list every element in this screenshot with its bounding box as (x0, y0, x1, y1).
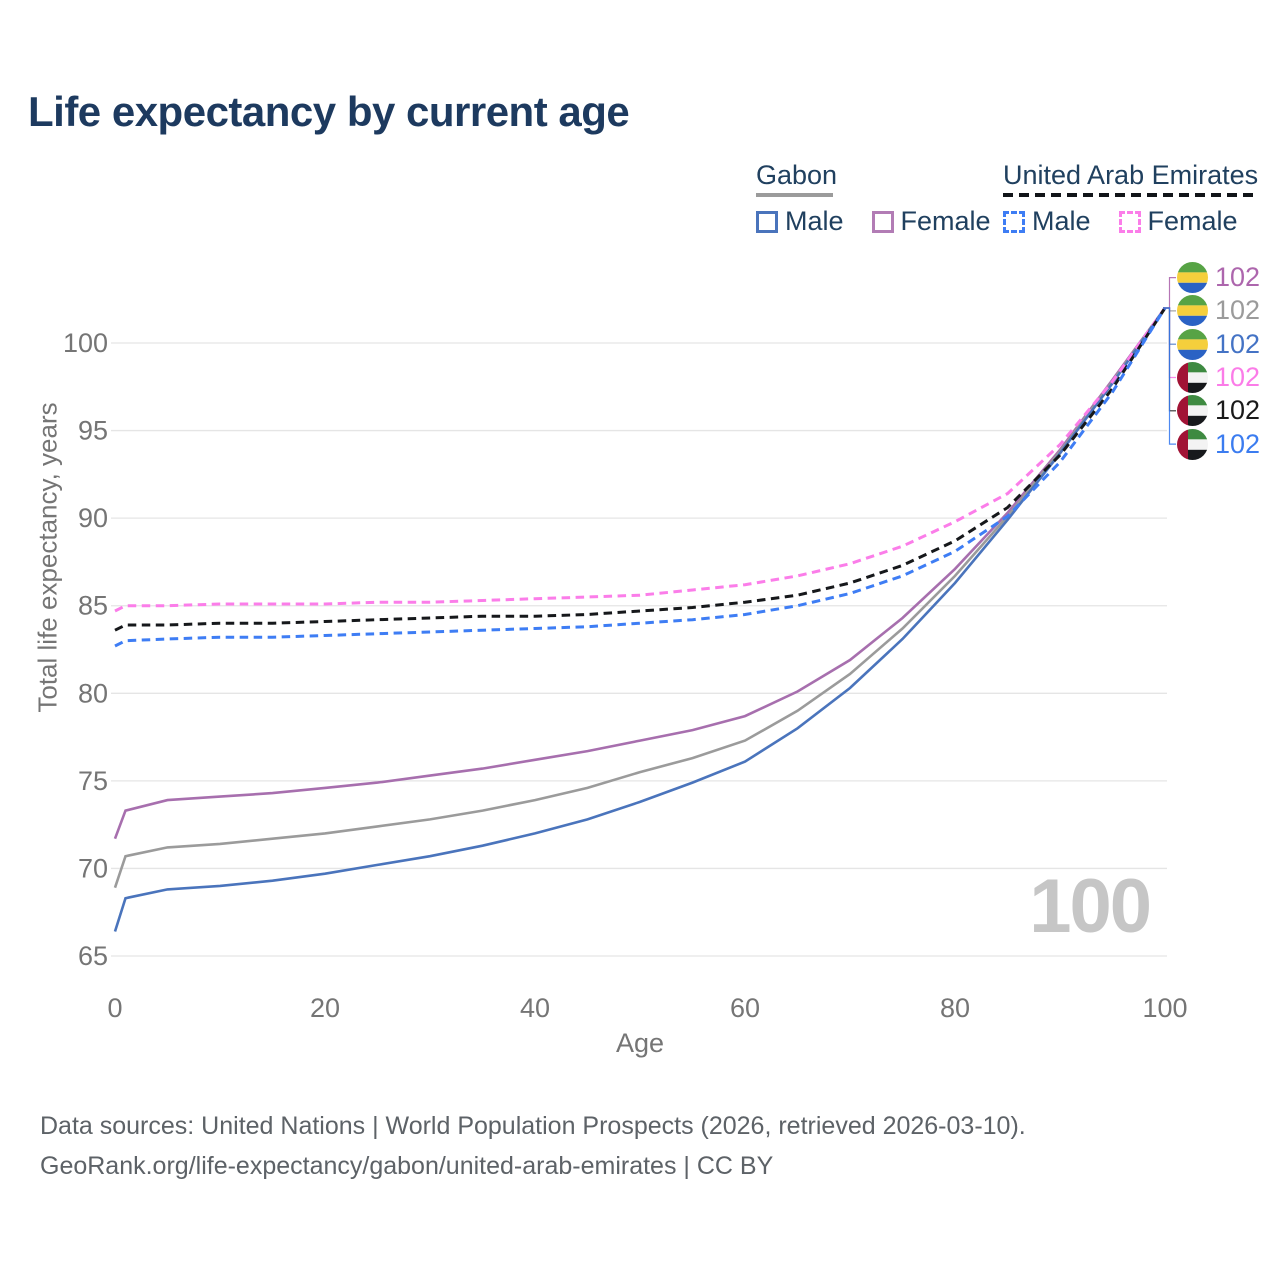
uae-flag-icon (1177, 362, 1208, 394)
series-line-gabon-total[interactable] (113, 307, 1167, 889)
x-tick-label-20: 20 (310, 993, 340, 1023)
end-label-value-gabon-total: 102 (1215, 295, 1261, 326)
x-axis-title: Age (615, 1028, 665, 1058)
x-tick-label-80: 80 (940, 993, 970, 1023)
x-tick-label-40: 40 (520, 993, 550, 1023)
legend-underline-uae (1003, 193, 1253, 197)
series-line-uae-total[interactable] (114, 307, 1167, 632)
footer-attribution: GeoRank.org/life-expectancy/gabon/united… (40, 1152, 774, 1180)
legend-underline-gabon (756, 193, 833, 197)
gabon-flag-icon (1177, 262, 1208, 294)
end-label-gabon-male[interactable]: 102 (1177, 328, 1260, 361)
footer-data-sources: Data sources: United Nations | World Pop… (40, 1112, 1026, 1140)
y-tick-label-90: 90 (78, 503, 108, 533)
series-line-gabon-male[interactable] (113, 307, 1167, 932)
legend-label-gabon-female: Female (900, 206, 991, 236)
legend-item-uae-female[interactable]: Female (1118, 206, 1238, 237)
legend-item-uae-male[interactable]: Male (1003, 206, 1091, 237)
legend-swatch-uae-male-icon (1003, 210, 1025, 233)
series-line-gabon-female[interactable] (113, 307, 1167, 840)
chart-title: Life expectancy by current age (28, 88, 630, 135)
series-line-uae-male[interactable] (114, 307, 1167, 648)
end-label-connector-uae-male (1163, 307, 1176, 445)
series-line-uae-female[interactable] (114, 307, 1167, 613)
legend-title-gabon: Gabon (756, 160, 838, 190)
series-end-labels: 102 102 102 102 102 102 (1177, 261, 1260, 461)
y-tick-label-70: 70 (78, 853, 108, 883)
y-axis-title: Total life expectancy, years (32, 402, 63, 713)
end-label-value-uae-total: 102 (1215, 395, 1261, 426)
legend-item-gabon-male[interactable]: Male (756, 206, 844, 237)
uae-flag-icon (1177, 395, 1208, 427)
y-tick-label-95: 95 (78, 416, 108, 446)
legend-label-uae-male: Male (1032, 206, 1091, 236)
end-label-value-uae-female: 102 (1215, 362, 1261, 393)
x-tick-label-0: 0 (107, 993, 122, 1023)
end-label-gabon-total[interactable]: 102 (1177, 294, 1260, 327)
end-label-connector-gabon-female (1163, 277, 1176, 309)
gabon-flag-icon (1177, 295, 1208, 327)
end-label-value-gabon-female: 102 (1215, 262, 1261, 293)
end-label-uae-male[interactable]: 102 (1177, 427, 1260, 460)
legend-label-gabon-male: Male (785, 206, 844, 236)
end-label-value-uae-male: 102 (1215, 428, 1261, 459)
x-tick-label-60: 60 (730, 993, 760, 1023)
end-label-gabon-female[interactable]: 102 (1177, 261, 1260, 294)
uae-flag-icon (1177, 428, 1208, 460)
legend-swatch-uae-female-icon (1118, 210, 1141, 233)
end-label-uae-female[interactable]: 102 (1177, 361, 1260, 394)
y-tick-label-85: 85 (78, 591, 108, 621)
gabon-flag-icon (1177, 328, 1208, 360)
y-tick-label-100: 100 (63, 328, 108, 358)
x-tick-label-100: 100 (1142, 993, 1187, 1023)
y-tick-label-75: 75 (78, 766, 108, 796)
footer: Data sources: United Nations | World Pop… (40, 1106, 1026, 1186)
legend-label-uae-female: Female (1147, 206, 1238, 236)
legend-group-gabon: Gabon Male Female (756, 160, 991, 237)
legend-swatch-gabon-female-icon (871, 210, 894, 233)
y-tick-label-65: 65 (78, 941, 108, 971)
legend-item-gabon-female[interactable]: Female (871, 206, 991, 237)
y-tick-label-80: 80 (78, 678, 108, 708)
legend-swatch-gabon-male-icon (756, 210, 778, 233)
legend-group-uae: United Arab Emirates Male Female (1003, 160, 1258, 237)
end-label-uae-total[interactable]: 102 (1177, 394, 1260, 427)
end-label-value-gabon-male: 102 (1215, 328, 1261, 359)
age-indicator-watermark: 100 (1029, 864, 1152, 949)
legend-title-uae: United Arab Emirates (1003, 160, 1259, 190)
